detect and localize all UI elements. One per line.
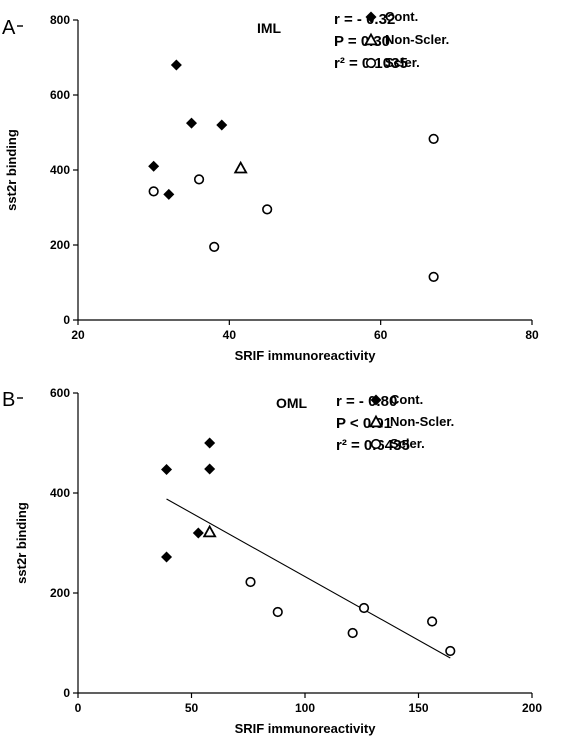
stat-line: r = - 0.32 xyxy=(334,11,395,28)
data-point xyxy=(204,463,216,475)
x-tick-label: 40 xyxy=(223,328,237,342)
data-point xyxy=(347,627,358,639)
x-tick-label: 20 xyxy=(71,328,85,342)
chart-panel-b: 0 200 400 600 0 50 100 150 200 SRIF immunoreactiv… xyxy=(2,386,542,736)
legend-marker xyxy=(370,394,382,406)
x-axis-label: SRIF immunoreactivity xyxy=(235,348,377,363)
y-axis-label: sst2r binding xyxy=(14,502,29,584)
data-point xyxy=(245,576,256,588)
legend-marker xyxy=(365,57,377,69)
data-point xyxy=(148,160,160,172)
legend-marker xyxy=(370,438,382,450)
data-point xyxy=(272,606,283,618)
chart-panel-a: 0 200 400 600 800 20 40 60 80 SRIF immunoreactivi… xyxy=(2,9,539,363)
data-point xyxy=(233,160,248,174)
data-point xyxy=(202,524,217,538)
y-tick-label: 0 xyxy=(63,686,70,700)
data-point xyxy=(161,464,173,475)
x-tick-label: 80 xyxy=(525,328,539,342)
legend-marker xyxy=(365,11,377,23)
legend-label: Non-Scler. xyxy=(390,414,454,429)
data-point xyxy=(428,271,439,282)
stat-line: P = 0.30 xyxy=(334,33,390,50)
y-axis-label: sst2r binding xyxy=(4,129,19,211)
x-tick-label: 50 xyxy=(185,701,199,715)
data-point xyxy=(161,551,173,563)
data-point xyxy=(445,645,456,657)
y-tick-label: 200 xyxy=(50,238,70,252)
panel-label: A xyxy=(2,17,16,39)
stat-line: r = - 0.80 xyxy=(336,393,397,410)
trend-line xyxy=(166,498,451,659)
data-point xyxy=(427,616,438,627)
legend-marker xyxy=(363,32,379,46)
x-tick-label: 0 xyxy=(75,701,82,715)
x-tick-label: 100 xyxy=(295,701,315,715)
x-tick-label: 60 xyxy=(374,328,388,342)
x-tick-label: 200 xyxy=(522,701,542,715)
x-tick-label: 150 xyxy=(408,701,428,715)
y-tick-label: 400 xyxy=(50,163,70,177)
data-point xyxy=(358,602,370,614)
y-tick-label: 200 xyxy=(50,586,70,600)
data-point xyxy=(163,188,175,200)
data-point xyxy=(170,59,182,71)
data-point xyxy=(193,174,205,185)
stat-line: P < 0.01 xyxy=(336,415,392,432)
data-point xyxy=(186,117,197,129)
region-label: OML xyxy=(276,395,308,411)
y-tick-label: 600 xyxy=(50,386,70,400)
panel-label: B xyxy=(2,389,15,411)
legend-label: Scler. xyxy=(385,55,420,70)
y-tick-label: 800 xyxy=(50,13,70,27)
legend-label: Non-Scler. xyxy=(385,32,449,47)
y-tick-label: 400 xyxy=(50,486,70,500)
data-point xyxy=(216,119,228,131)
legend-label: Cont. xyxy=(390,392,423,407)
data-point xyxy=(209,241,220,252)
data-point xyxy=(262,204,273,215)
data-point xyxy=(204,437,216,449)
legend-label: Cont. xyxy=(385,9,418,24)
x-axis-label: SRIF immunoreactivity xyxy=(235,721,377,736)
region-label: IML xyxy=(257,20,282,36)
legend-marker xyxy=(368,414,384,428)
y-tick-label: 0 xyxy=(63,313,70,327)
data-point xyxy=(428,133,439,144)
y-tick-label: 600 xyxy=(50,88,70,102)
legend-label: Scler. xyxy=(390,436,425,451)
data-point xyxy=(148,186,159,197)
data-point xyxy=(192,527,204,539)
